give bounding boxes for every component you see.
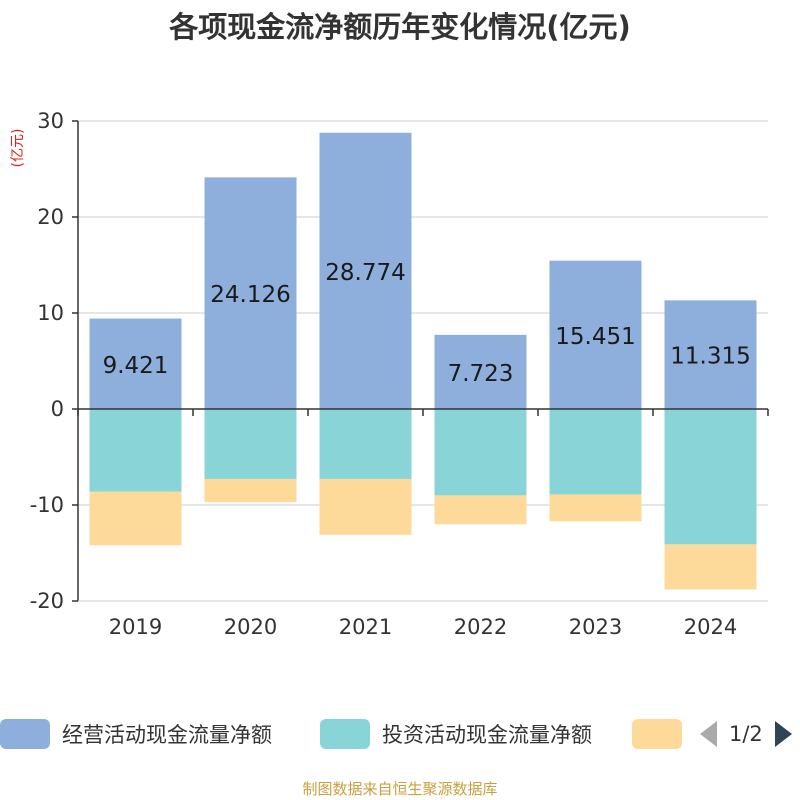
legend-item-investing[interactable]: 投资活动现金流量净额	[320, 716, 592, 752]
bar-segment[interactable]	[434, 334, 527, 409]
legend-pager: 1/2	[700, 716, 792, 752]
x-tick-label: 2021	[339, 615, 392, 639]
y-tick-label: -20	[30, 589, 64, 613]
legend-label: 经营活动现金流量净额	[62, 723, 272, 747]
pager-prev-icon[interactable]	[700, 721, 717, 747]
bar-value-label: 28.774	[325, 260, 405, 286]
y-tick-label: 30	[37, 109, 64, 133]
bar-segment[interactable]	[549, 409, 642, 495]
legend-swatch	[320, 719, 370, 749]
bar-value-label: 7.723	[448, 361, 514, 387]
x-tick-label: 2020	[224, 615, 277, 639]
bar-segment[interactable]	[664, 409, 757, 545]
legend-swatch	[632, 719, 682, 749]
chart-title: 各项现金流净额历年变化情况(亿元)	[169, 10, 631, 44]
chart-plot: 30 20 10 0 -10 -20 9.421 2019 24.126 2020 28.774 20…	[10, 109, 769, 639]
pager-next-icon[interactable]	[774, 721, 792, 747]
source-note: 制图数据来自恒生聚源数据库	[302, 780, 498, 798]
bar-segment[interactable]	[549, 494, 642, 522]
bar-segment[interactable]	[89, 409, 182, 492]
bar-segment[interactable]	[204, 479, 297, 503]
bar-value-label: 15.451	[555, 324, 635, 350]
bar-segment[interactable]	[89, 491, 182, 546]
bar-segment[interactable]	[319, 409, 412, 480]
bar-segment[interactable]	[434, 495, 527, 525]
bar-segment[interactable]	[549, 260, 642, 409]
bar-value-label: 24.126	[210, 282, 290, 308]
pager-page-text: 1/2	[729, 722, 763, 746]
legend-item-operating[interactable]: 经营活动现金流量净额	[0, 716, 272, 752]
bar-segment[interactable]	[319, 479, 412, 535]
bar-value-label: 9.421	[103, 353, 169, 379]
bar-segment[interactable]	[664, 544, 757, 590]
y-tick-label: -10	[30, 493, 64, 517]
x-tick-label: 2019	[109, 615, 162, 639]
bar-segment[interactable]	[664, 300, 757, 409]
bar-segment[interactable]	[434, 409, 527, 496]
y-tick-label: 10	[37, 301, 64, 325]
x-tick-label: 2024	[684, 615, 737, 639]
legend-swatch	[0, 719, 50, 749]
y-tick-label: 20	[37, 205, 64, 229]
bar-segment[interactable]	[204, 409, 297, 480]
x-tick-label: 2023	[569, 615, 622, 639]
legend-item-financing[interactable]	[632, 716, 682, 752]
bar-value-label: 11.315	[670, 344, 750, 370]
y-axis-unit-label: (亿元)	[10, 129, 26, 168]
bar-segment[interactable]	[319, 132, 412, 410]
x-tick-label: 2022	[454, 615, 507, 639]
bar-segment[interactable]	[89, 318, 182, 409]
y-tick-label: 0	[51, 397, 64, 421]
bar-segment[interactable]	[204, 177, 297, 409]
legend-label: 投资活动现金流量净额	[382, 723, 592, 747]
legend: 经营活动现金流量净额 投资活动现金流量净额 1/2	[0, 716, 800, 756]
